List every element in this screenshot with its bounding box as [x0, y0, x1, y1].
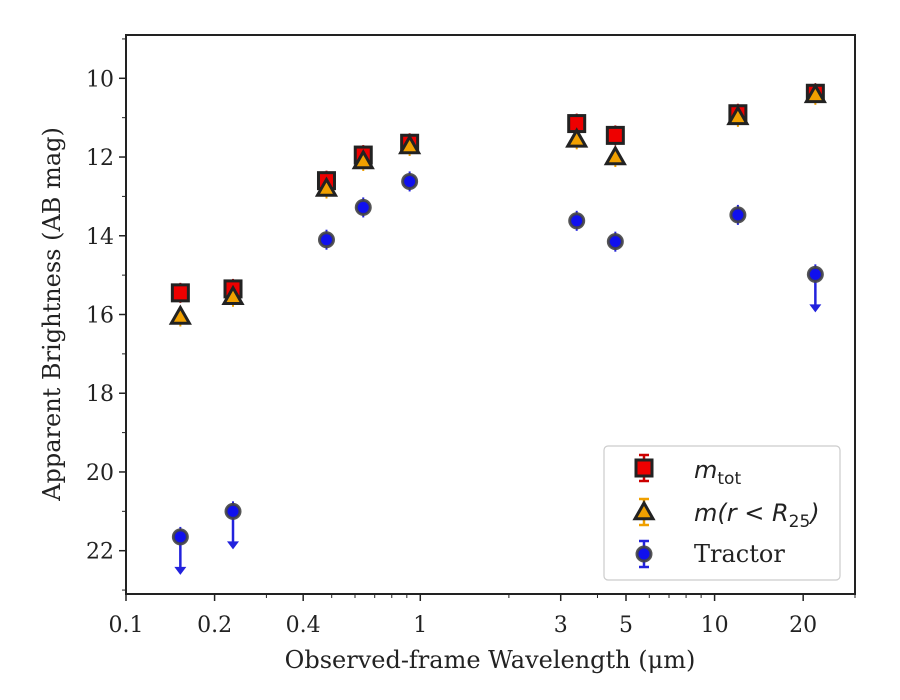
- data-marks: [168, 82, 827, 575]
- data-point-circle: [171, 528, 189, 546]
- data-point-triangle: [221, 284, 245, 306]
- y-tick-label: 18: [86, 382, 114, 407]
- data-point-triangle: [726, 104, 750, 126]
- data-point-circle: [224, 502, 242, 520]
- y-tick-label: 14: [86, 225, 114, 250]
- upper-limit-arrow-head: [227, 541, 240, 550]
- data-point-triangle: [803, 82, 827, 104]
- series-square: [170, 83, 825, 303]
- y-axis-ticks: 10 12 14 16 18 20 22: [86, 38, 126, 591]
- data-point-circle: [806, 265, 824, 283]
- legend-marker-circle: [635, 545, 653, 563]
- upper-limit-arrow-head: [809, 304, 822, 313]
- data-point-circle: [317, 231, 335, 249]
- x-axis-label: Observed-frame Wavelength (μm): [285, 646, 696, 674]
- data-point-triangle: [603, 145, 627, 166]
- plot-frame: [125, 34, 856, 595]
- y-tick-label: 22: [86, 540, 114, 565]
- data-point-triangle: [314, 176, 339, 197]
- legend-label-mr25: m(r < R25): [694, 499, 820, 532]
- x-tick-label: 5: [619, 613, 633, 638]
- x-axis-ticks: 0.1 0.2 0.4 1 3 5 10 20: [109, 594, 856, 638]
- legend: mtot m(r < R25) Tractor: [603, 445, 841, 581]
- data-point-circle: [729, 206, 747, 224]
- y-axis-label: Apparent Brightness (AB mag): [38, 127, 66, 502]
- legend-label-mtot: mtot: [694, 456, 741, 489]
- legend-label-mtot-sub: tot: [717, 469, 741, 489]
- y-tick-label: 10: [86, 67, 114, 92]
- data-point-circle: [568, 212, 586, 230]
- legend-box: [603, 445, 841, 581]
- data-point-triangle: [168, 304, 192, 325]
- data-point-circle: [606, 233, 624, 251]
- x-tick-label: 20: [789, 613, 817, 638]
- data-point-triangle: [398, 133, 422, 155]
- data-point-triangle: [351, 148, 375, 170]
- x-tick-label: 0.1: [109, 613, 144, 638]
- data-point-triangle: [565, 127, 589, 148]
- legend-marker-triangle: [632, 499, 656, 521]
- legend-label-mr25-sub: 25: [789, 512, 811, 532]
- legend-label-mr25-prefix: m(r < R: [694, 499, 789, 527]
- x-tick-label: 3: [554, 613, 568, 638]
- legend-label-mr25-suffix: ): [808, 499, 819, 527]
- y-tick-label: 20: [86, 461, 114, 486]
- legend-label-tractor: Tractor: [694, 540, 785, 568]
- data-point-square: [605, 125, 625, 145]
- x-tick-label: 1: [413, 613, 427, 638]
- y-tick-label: 12: [86, 146, 114, 171]
- data-point-circle: [401, 172, 419, 190]
- x-tick-label: 0.4: [286, 613, 321, 638]
- x-tick-label: 10: [701, 613, 729, 638]
- legend-label-mtot-main: m: [694, 456, 717, 484]
- y-tick-label: 16: [86, 304, 114, 329]
- legend-markers: [632, 453, 656, 569]
- data-point-square: [170, 283, 190, 303]
- series-triangle: [168, 82, 827, 327]
- upper-limit-arrow-head: [174, 566, 187, 575]
- legend-marker-square: [634, 458, 654, 478]
- data-point-circle: [354, 198, 372, 216]
- x-tick-label: 0.2: [197, 613, 232, 638]
- series-circle: [171, 171, 824, 575]
